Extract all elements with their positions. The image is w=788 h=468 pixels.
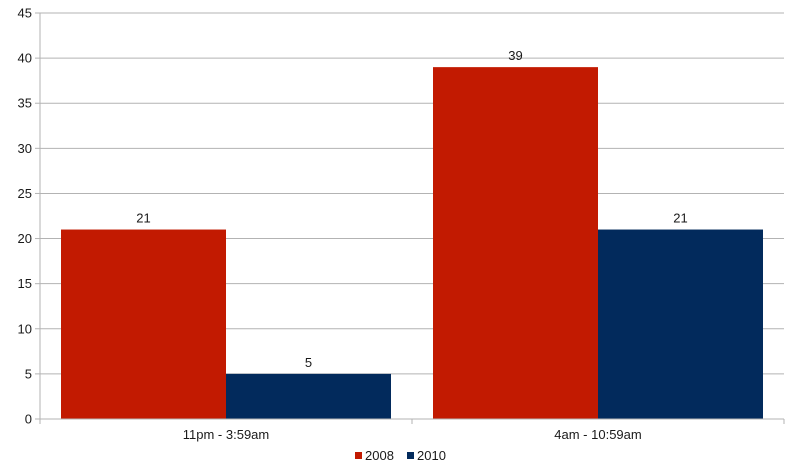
data-label: 39 (508, 48, 522, 63)
data-label: 21 (673, 211, 687, 226)
y-tick-label: 40 (18, 51, 32, 66)
data-labels: 21 5 39 21 (136, 48, 687, 370)
bar-2010-2 (598, 229, 763, 419)
y-tick-label: 0 (25, 412, 32, 427)
bar-2008-2 (433, 67, 598, 419)
legend-label: 2008 (365, 448, 394, 463)
legend-item-2010: 2010 (407, 448, 446, 463)
x-tick-label: 4am - 10:59am (554, 427, 641, 442)
y-tick-label: 15 (18, 276, 32, 291)
y-tick-label: 45 (18, 6, 32, 21)
y-tick-label: 5 (25, 366, 32, 381)
legend-swatch (407, 452, 414, 459)
legend-item-2008: 2008 (355, 448, 394, 463)
y-axis-ticks: 0 5 10 15 20 25 30 35 40 45 (18, 6, 40, 427)
bar-2010-1 (226, 373, 391, 419)
bars (61, 67, 763, 419)
x-tick-label: 11pm - 3:59am (183, 427, 269, 442)
x-axis-ticks: 11pm - 3:59am 4am - 10:59am (39, 419, 785, 442)
y-tick-label: 20 (18, 231, 32, 246)
y-tick-label: 30 (18, 141, 32, 156)
axes (39, 13, 784, 420)
y-tick-label: 35 (18, 96, 32, 111)
y-tick-label: 10 (18, 321, 32, 336)
legend-label: 2010 (417, 448, 446, 463)
y-tick-label: 25 (18, 186, 32, 201)
legend-swatch (355, 452, 362, 459)
data-label: 21 (136, 211, 150, 226)
bar-2008-1 (61, 229, 226, 419)
legend: 2008 2010 (355, 448, 446, 463)
data-label: 5 (305, 355, 312, 370)
